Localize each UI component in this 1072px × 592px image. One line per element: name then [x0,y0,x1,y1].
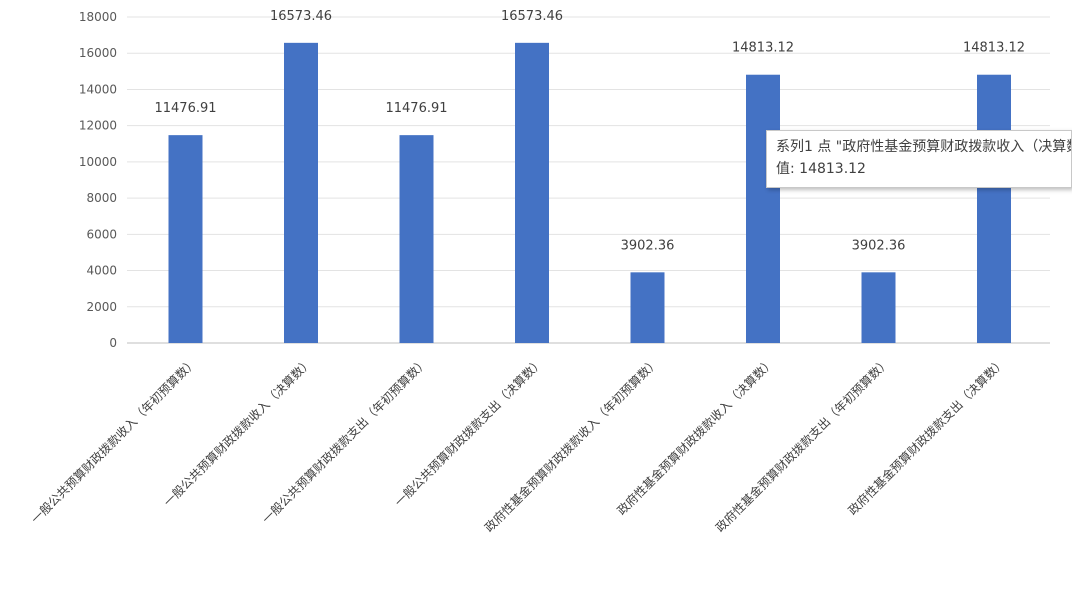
y-tick-label: 14000 [79,82,117,96]
x-tick-label: 政府性基金预算财政拨款收入（年初预算数） [481,355,661,535]
data-label: 11476.91 [154,101,216,116]
y-tick-label: 16000 [79,46,117,60]
data-label: 16573.46 [501,9,563,24]
y-tick-label: 4000 [86,264,117,278]
y-tick-label: 10000 [79,155,117,169]
data-label: 14813.12 [963,41,1025,56]
y-tick-label: 2000 [86,300,117,314]
bar [515,42,549,344]
y-tick-label: 0 [109,336,117,350]
bar [399,135,434,343]
bar [630,272,665,343]
bar [861,272,896,343]
data-label: 16573.46 [270,9,332,24]
data-point-tooltip: 系列1 点 "政府性基金预算财政拨款收入（决算数）" 值: 14813.12 [766,130,1072,188]
data-label: 3902.36 [852,238,906,253]
y-tick-label: 8000 [86,191,117,205]
data-label: 3902.36 [621,238,675,253]
y-tick-label: 12000 [79,119,117,133]
bar [168,135,203,343]
tooltip-value-line: 值: 14813.12 [776,161,866,177]
bars [168,42,1011,344]
y-tick-label: 6000 [86,227,117,241]
data-label: 14813.12 [732,41,794,56]
y-tick-label: 18000 [79,10,117,24]
y-axis-tick-labels: 0 2000 4000 6000 8000 10000 12000 14000 16000 180… [79,10,117,350]
data-label: 11476.91 [385,101,447,116]
bar [746,74,780,343]
tooltip-series-point-line: 系列1 点 "政府性基金预算财政拨款收入（决算数）" [776,139,1072,155]
x-axis-tick-labels: 一般公共预算财政拨款收入（年初预算数）一般公共预算财政拨款收入（决算数）一般公共… [28,355,1008,535]
x-tick-label: 政府性基金预算财政拨款支出（年初预算数） [712,355,892,535]
gridlines [127,16,1050,344]
data-labels: 11476.91 16573.46 11476.91 16573.46 3902.36 1… [154,9,1025,253]
bar [284,42,318,344]
bar [977,74,1011,343]
